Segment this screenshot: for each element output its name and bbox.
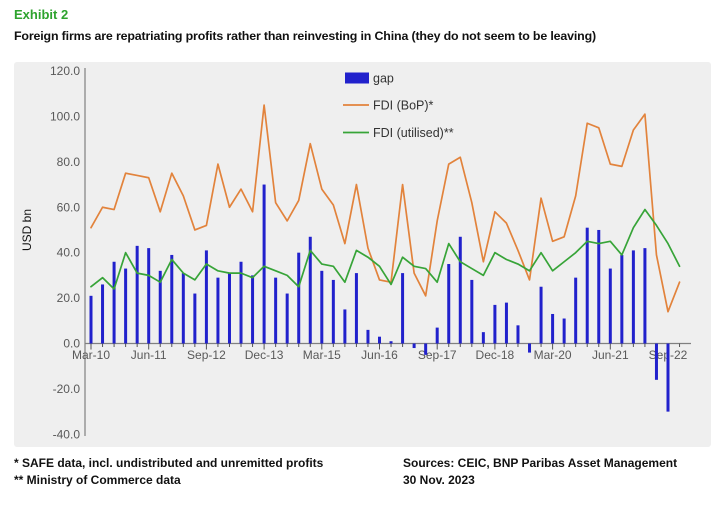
y-tick-label: -20.0 — [53, 382, 81, 396]
gap-bar — [551, 313, 555, 344]
x-axis-labels: Mar-10 Jun-11 Sep-12 Dec-13 Mar-15 Jun-16 Sep-… — [72, 348, 688, 362]
fdi-utilised-line — [90, 208, 681, 290]
legend-label: gap — [373, 72, 394, 86]
gap-bar — [389, 341, 393, 344]
sources-line: Sources: CEIC, BNP Paribas Asset Managem… — [403, 456, 678, 470]
exhibit-label: Exhibit 2 — [14, 7, 69, 22]
gap-bar — [251, 275, 255, 344]
gap-bar — [297, 252, 301, 344]
gap-bar — [481, 332, 485, 344]
chart-title: Foreign firms are repatriating profits r… — [14, 29, 597, 43]
gap-bar — [343, 309, 347, 344]
gap-bar — [135, 245, 139, 344]
gap-bar — [124, 268, 128, 344]
chart-panel: 120.0 100.0 80.0 60.0 40.0 20.0 0.0 -20.0 -40.0 M… — [14, 62, 711, 447]
x-tick-label: Sep-17 — [418, 348, 457, 362]
gap-bar — [447, 264, 451, 344]
gap-bar — [193, 293, 197, 344]
sources: Sources: CEIC, BNP Paribas Asset Managem… — [403, 455, 677, 489]
gap-bar — [204, 250, 208, 344]
gap-bar — [504, 302, 508, 344]
gap-bar — [112, 261, 116, 344]
gap-bar — [608, 268, 612, 344]
gap-bar — [539, 286, 543, 344]
y-tick-label: 40.0 — [57, 246, 81, 260]
gap-bars — [89, 184, 670, 412]
legend-label: FDI (utilised)** — [373, 126, 454, 140]
x-tick-label: Jun-16 — [361, 348, 398, 362]
gap-bar — [631, 250, 635, 344]
gap-bar — [412, 343, 416, 349]
footnote-mofcom: ** Ministry of Commerce data — [14, 473, 181, 487]
gap-bar — [401, 273, 405, 344]
gap-bar — [262, 184, 266, 344]
y-axis-labels: 120.0 100.0 80.0 60.0 40.0 20.0 0.0 -20.0 -40.0 — [50, 64, 80, 441]
gap-bar — [331, 279, 335, 344]
gap-bar — [158, 270, 162, 344]
gap-bar — [643, 248, 647, 344]
y-tick-label: 100.0 — [50, 109, 80, 123]
x-tick-label: Sep-12 — [187, 348, 226, 362]
gap-bar — [366, 329, 370, 344]
gap-bar — [101, 284, 105, 344]
gap-bar — [597, 229, 601, 344]
gap-bar — [424, 343, 428, 355]
gap-bar — [181, 273, 185, 344]
gap-bar — [620, 254, 624, 344]
gap-bar — [574, 277, 578, 344]
gap-bar — [227, 273, 231, 344]
gap-bar — [308, 236, 312, 344]
gap-bar — [239, 261, 243, 344]
gap-bar — [562, 318, 566, 344]
fdi-bop-line — [90, 104, 681, 313]
chart-svg: 120.0 100.0 80.0 60.0 40.0 20.0 0.0 -20.0 -40.0 M… — [20, 64, 691, 441]
gap-bar — [585, 227, 589, 344]
gap-bar — [654, 343, 658, 380]
gap-bar — [528, 343, 532, 353]
x-tick-label: Jun-11 — [131, 348, 167, 362]
gap-bar — [320, 270, 324, 344]
y-tick-label: 120.0 — [50, 64, 80, 78]
gap-bar — [470, 279, 474, 344]
sources-date: 30 Nov. 2023 — [403, 473, 475, 487]
y-tick-label: 60.0 — [57, 200, 81, 214]
x-tick-label: Dec-13 — [245, 348, 284, 362]
gap-bar — [493, 304, 497, 344]
gap-bar — [516, 325, 520, 344]
y-axis-title: USD bn — [20, 209, 34, 251]
x-tick-label: Dec-18 — [476, 348, 515, 362]
gap-bar — [354, 273, 358, 344]
legend-swatch-gap — [345, 72, 369, 84]
footnotes: * SAFE data, incl. undistributed and unr… — [14, 455, 323, 489]
y-tick-label: -40.0 — [53, 427, 81, 441]
gap-bar — [378, 336, 381, 344]
y-tick-label: 20.0 — [57, 291, 81, 305]
x-tick-label: Mar-15 — [303, 348, 341, 362]
gap-bar — [458, 236, 462, 344]
legend: gap FDI (BoP)* FDI (utilised)** — [343, 72, 454, 140]
footnote-safe: * SAFE data, incl. undistributed and unr… — [14, 456, 324, 470]
x-tick-label: Mar-10 — [72, 348, 110, 362]
gap-bar — [170, 254, 174, 344]
gap-bar — [666, 343, 670, 412]
gap-bar — [147, 248, 151, 344]
x-tick-label: Mar-20 — [534, 348, 572, 362]
x-tick-label: Jun-21 — [592, 348, 629, 362]
legend-label: FDI (BoP)* — [373, 99, 434, 113]
gap-bar — [89, 295, 93, 344]
x-tick-marks — [90, 343, 681, 350]
gap-bar — [435, 327, 439, 344]
gap-bar — [216, 277, 220, 344]
y-tick-label: 0.0 — [63, 337, 80, 351]
y-tick-label: 80.0 — [57, 155, 81, 169]
gap-bar — [285, 293, 289, 344]
gap-bar — [274, 277, 278, 344]
